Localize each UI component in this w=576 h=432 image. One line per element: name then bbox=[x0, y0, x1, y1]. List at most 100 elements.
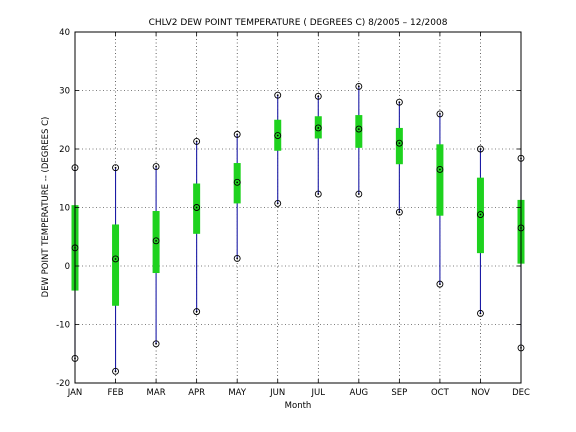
y-tick-label: -10 bbox=[56, 321, 70, 331]
median-marker-dot bbox=[276, 134, 279, 137]
min-marker bbox=[233, 254, 241, 262]
iqr-box bbox=[436, 144, 444, 216]
min-marker-dot bbox=[317, 193, 320, 195]
max-marker-dot bbox=[114, 166, 117, 169]
min-marker-dot bbox=[195, 310, 198, 313]
min-marker bbox=[152, 340, 160, 348]
month-box-jul bbox=[314, 92, 322, 198]
median-marker-dot bbox=[479, 213, 482, 216]
iqr-box bbox=[355, 115, 363, 148]
min-marker bbox=[314, 190, 322, 198]
x-axis-label: Month bbox=[285, 401, 312, 411]
iqr-box bbox=[193, 183, 201, 234]
x-tick-label: APR bbox=[188, 388, 205, 398]
y-tick-label: 40 bbox=[59, 28, 70, 38]
x-tick-label: JUL bbox=[311, 388, 326, 398]
min-marker bbox=[477, 309, 484, 317]
min-marker-dot bbox=[276, 202, 279, 205]
max-marker-dot bbox=[317, 95, 320, 98]
max-marker-dot bbox=[398, 101, 401, 104]
y-tick-label: 10 bbox=[59, 204, 70, 214]
median-marker bbox=[477, 211, 484, 218]
median-marker-dot bbox=[114, 258, 117, 260]
median-marker bbox=[355, 125, 363, 133]
month-box-oct bbox=[436, 110, 444, 288]
max-marker bbox=[355, 82, 363, 90]
y-tick-label: 0 bbox=[65, 262, 70, 272]
chart-title: CHLV2 DEW POINT TEMPERATURE ( DEGREES C)… bbox=[149, 18, 448, 28]
median-marker-dot bbox=[155, 239, 157, 242]
min-marker bbox=[395, 208, 403, 216]
x-tick-label: DEC bbox=[512, 388, 530, 398]
month-box-aug bbox=[355, 82, 363, 198]
month-box-nov bbox=[476, 145, 484, 317]
median-marker bbox=[395, 139, 403, 147]
min-marker bbox=[193, 308, 201, 316]
x-tick-label: SEP bbox=[391, 388, 407, 398]
x-tick-label: AUG bbox=[350, 388, 369, 398]
chart-marks bbox=[71, 82, 525, 375]
median-marker bbox=[152, 237, 160, 245]
max-marker bbox=[314, 92, 322, 100]
max-marker bbox=[193, 137, 201, 145]
max-marker-dot bbox=[439, 113, 441, 115]
max-marker-dot bbox=[236, 133, 239, 136]
x-tick-label: NOV bbox=[471, 388, 490, 398]
min-marker-dot bbox=[236, 257, 239, 260]
median-marker bbox=[274, 132, 282, 139]
max-marker bbox=[112, 164, 119, 172]
month-box-sep bbox=[395, 98, 403, 216]
median-marker bbox=[436, 166, 444, 173]
min-marker-dot bbox=[357, 193, 360, 195]
grid bbox=[75, 32, 521, 383]
x-tick-label: MAR bbox=[147, 388, 166, 398]
max-marker bbox=[274, 91, 282, 99]
median-marker bbox=[112, 255, 119, 263]
min-marker-dot bbox=[398, 211, 401, 214]
median-marker-dot bbox=[398, 142, 401, 145]
max-marker-dot bbox=[195, 140, 198, 143]
y-tick-label: 20 bbox=[59, 145, 70, 155]
max-marker bbox=[395, 98, 403, 106]
y-tick-label: -20 bbox=[56, 379, 70, 389]
median-marker bbox=[193, 204, 201, 211]
min-marker-dot bbox=[439, 283, 441, 286]
median-marker-dot bbox=[357, 128, 360, 131]
median-marker bbox=[314, 124, 322, 132]
min-marker bbox=[355, 190, 363, 198]
y-tick-label: 30 bbox=[59, 87, 70, 97]
min-marker bbox=[436, 280, 444, 288]
month-box-may bbox=[233, 130, 241, 262]
x-tick-label: JUN bbox=[269, 388, 285, 398]
median-marker-dot bbox=[195, 206, 198, 209]
iqr-box bbox=[152, 211, 160, 274]
median-marker bbox=[233, 178, 241, 186]
iqr-box bbox=[112, 224, 120, 306]
min-marker bbox=[112, 367, 119, 375]
max-marker bbox=[233, 130, 241, 138]
month-box-apr bbox=[193, 137, 201, 316]
max-marker bbox=[436, 110, 444, 118]
median-marker-dot bbox=[236, 181, 239, 184]
max-marker-dot bbox=[479, 148, 482, 150]
month-box-mar bbox=[152, 163, 160, 348]
max-marker bbox=[477, 145, 484, 153]
min-marker-dot bbox=[114, 370, 117, 373]
min-marker-dot bbox=[155, 342, 157, 345]
median-marker-dot bbox=[439, 168, 441, 171]
x-tick-label: FEB bbox=[107, 388, 123, 398]
max-marker bbox=[152, 163, 160, 171]
min-marker-dot bbox=[479, 312, 482, 315]
y-axis-label: DEW POINT TEMPERATURE -- (DEGREES C) bbox=[41, 117, 51, 298]
median-marker-dot bbox=[317, 127, 320, 129]
min-marker bbox=[274, 199, 282, 207]
max-marker-dot bbox=[155, 165, 157, 168]
x-tick-label: JAN bbox=[67, 388, 83, 398]
month-box-jun bbox=[274, 91, 282, 207]
x-tick-label: MAY bbox=[228, 388, 246, 398]
max-marker-dot bbox=[276, 94, 279, 97]
x-tick-label: OCT bbox=[431, 388, 450, 398]
x-axis: JAN FEB MAR APR MAY JUN JUL AUG SEP OCT NOV DEC bbox=[67, 32, 530, 398]
y-axis: -20 -10 0 10 20 30 40 bbox=[56, 28, 521, 389]
